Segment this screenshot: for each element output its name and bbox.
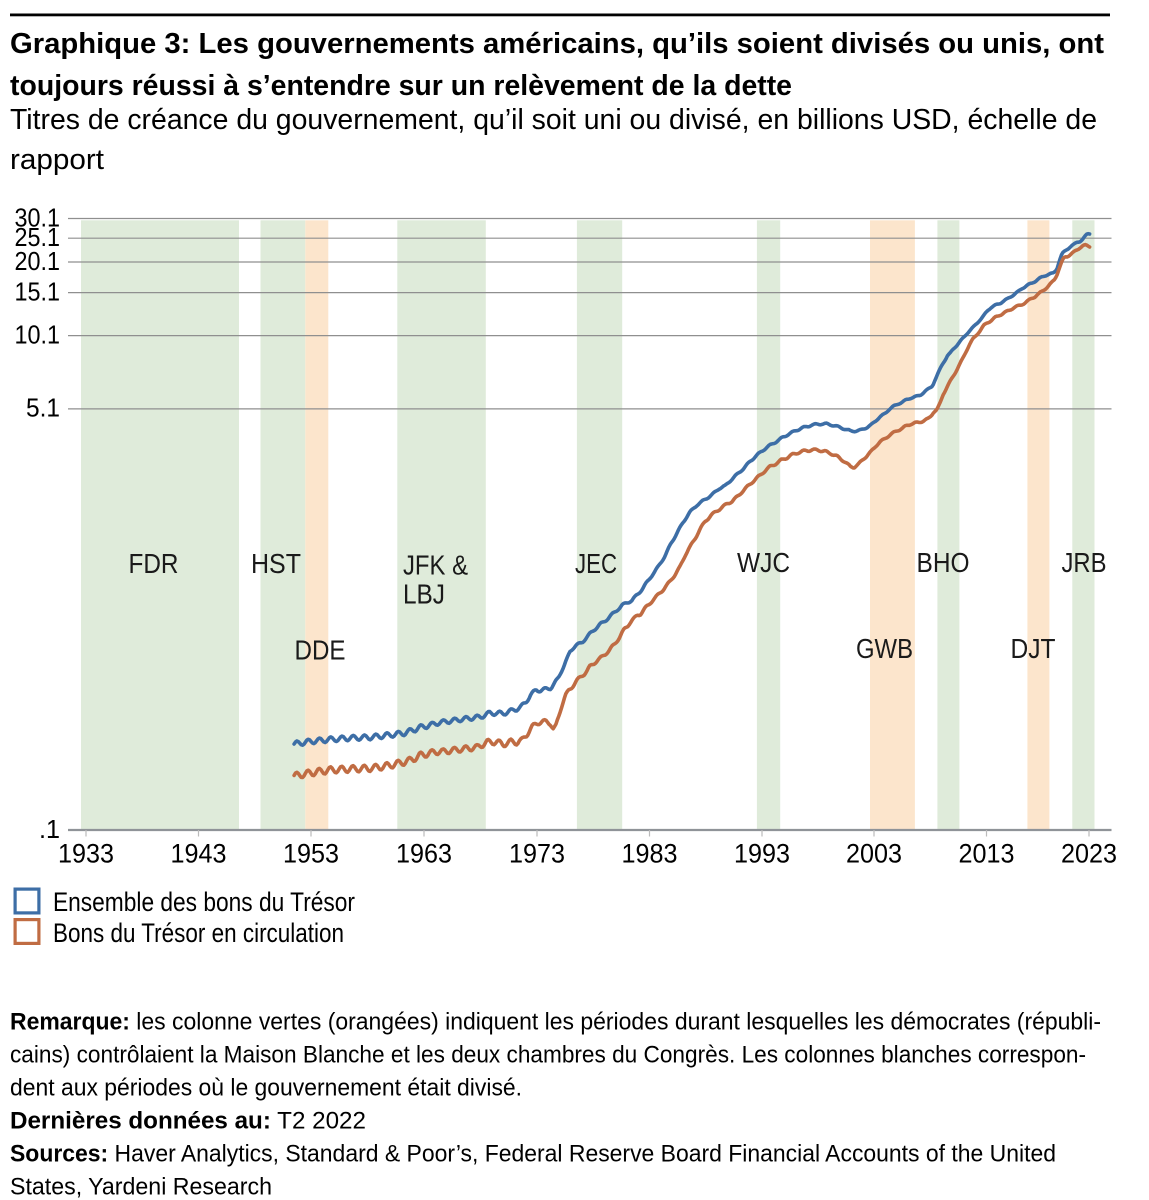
svg-text:JRB: JRB <box>1062 547 1107 578</box>
svg-text:2023: 2023 <box>1061 838 1117 868</box>
svg-text:rapport: rapport <box>10 144 104 176</box>
svg-text:Graphique 3: Les gouvernements: Graphique 3: Les gouvernements américain… <box>10 28 1104 60</box>
svg-text:1943: 1943 <box>171 838 227 868</box>
svg-text:States, Yardeni Research: States, Yardeni Research <box>10 1173 272 1200</box>
svg-text:5.1: 5.1 <box>26 393 60 423</box>
svg-text:LBJ: LBJ <box>403 579 445 610</box>
svg-text:WJC: WJC <box>737 547 790 578</box>
svg-text:Bons du Trésor en circulation: Bons du Trésor en circulation <box>53 918 344 948</box>
svg-text:Remarque: les colonne vertes (: Remarque: les colonne vertes (orangées) … <box>10 1008 1101 1035</box>
svg-text:Dernières données au: T2 2022: Dernières données au: T2 2022 <box>10 1107 366 1134</box>
svg-text:.1: .1 <box>39 814 60 844</box>
svg-text:1933: 1933 <box>58 838 114 868</box>
svg-text:dent aux périodes où le gouver: dent aux périodes où le gouvernement éta… <box>10 1074 522 1101</box>
svg-text:Ensemble des bons du Trésor: Ensemble des bons du Trésor <box>53 887 355 917</box>
svg-text:1983: 1983 <box>622 838 678 868</box>
svg-text:DJT: DJT <box>1011 633 1056 664</box>
svg-text:1973: 1973 <box>509 838 565 868</box>
svg-text:FDR: FDR <box>129 548 179 579</box>
svg-text:HST: HST <box>251 548 301 579</box>
svg-text:toujours réussi à s’entendre s: toujours réussi à s’entendre sur un relè… <box>10 70 792 102</box>
svg-text:BHO: BHO <box>917 547 970 578</box>
svg-text:JFK &: JFK & <box>403 550 468 581</box>
svg-text:20.1: 20.1 <box>15 246 61 276</box>
svg-text:DDE: DDE <box>295 635 346 666</box>
svg-text:10.1: 10.1 <box>15 319 61 349</box>
svg-text:15.1: 15.1 <box>15 276 61 306</box>
svg-text:Titres de créance du gouvernem: Titres de créance du gouvernement, qu’il… <box>10 104 1097 136</box>
svg-text:1963: 1963 <box>396 838 452 868</box>
svg-text:GWB: GWB <box>856 633 913 664</box>
svg-text:30.1: 30.1 <box>15 202 61 232</box>
svg-text:Sources: Haver Analytics, Stan: Sources: Haver Analytics, Standard & Poo… <box>10 1140 1056 1167</box>
svg-text:2003: 2003 <box>846 838 902 868</box>
svg-text:25.1: 25.1 <box>15 222 61 252</box>
svg-text:1953: 1953 <box>283 838 339 868</box>
svg-text:2013: 2013 <box>959 838 1015 868</box>
svg-text:1993: 1993 <box>734 838 790 868</box>
svg-text:cains) contrôlaient la Maison: cains) contrôlaient la Maison Blanche et… <box>10 1041 1086 1068</box>
svg-text:JEC: JEC <box>575 548 617 579</box>
